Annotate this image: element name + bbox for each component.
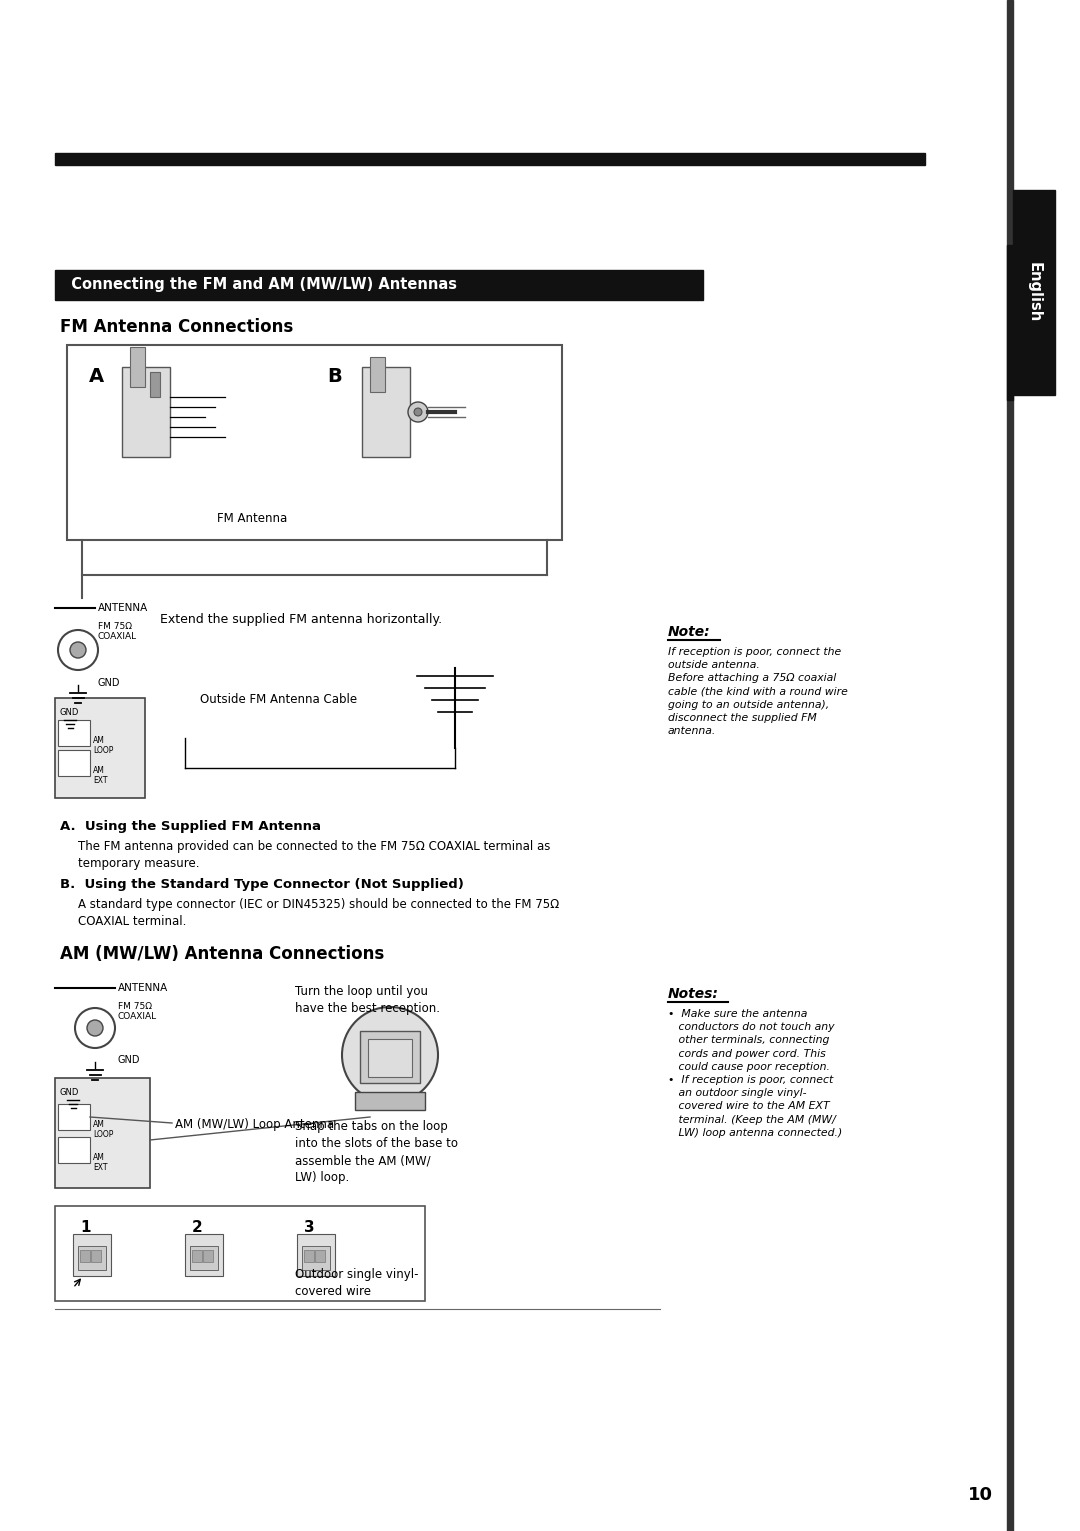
Text: Connecting the FM and AM (MW/LW) Antennas: Connecting the FM and AM (MW/LW) Antenna… bbox=[60, 277, 457, 292]
Bar bbox=[192, 1249, 202, 1262]
Bar bbox=[190, 1246, 218, 1271]
Bar bbox=[1007, 245, 1013, 400]
Text: AM
LOOP: AM LOOP bbox=[93, 1121, 113, 1139]
Text: GND: GND bbox=[59, 707, 79, 717]
Text: AM (MW/LW) Antenna Connections: AM (MW/LW) Antenna Connections bbox=[60, 945, 384, 963]
Bar bbox=[203, 1249, 213, 1262]
Text: AM (MW/LW) Loop Antenna: AM (MW/LW) Loop Antenna bbox=[175, 1118, 334, 1131]
Circle shape bbox=[87, 1020, 103, 1036]
Text: A: A bbox=[89, 367, 104, 386]
Bar bbox=[55, 153, 924, 165]
Text: 10: 10 bbox=[968, 1487, 993, 1503]
Text: Notes:: Notes: bbox=[669, 987, 719, 1001]
Text: ANTENNA: ANTENNA bbox=[118, 983, 168, 994]
Text: Note:: Note: bbox=[669, 625, 711, 638]
Bar bbox=[80, 1249, 90, 1262]
Bar bbox=[185, 1234, 222, 1275]
Text: ANTENNA: ANTENNA bbox=[98, 603, 148, 612]
Bar bbox=[1013, 190, 1055, 395]
Text: The FM antenna provided can be connected to the FM 75Ω COAXIAL terminal as
tempo: The FM antenna provided can be connected… bbox=[78, 841, 551, 870]
Bar bbox=[303, 1249, 314, 1262]
Text: 3: 3 bbox=[303, 1220, 314, 1236]
Text: FM Antenna Connections: FM Antenna Connections bbox=[60, 318, 294, 335]
Text: GND: GND bbox=[118, 1055, 140, 1066]
Bar bbox=[355, 1092, 426, 1110]
Bar bbox=[302, 1246, 330, 1271]
Text: AM
LOOP: AM LOOP bbox=[93, 736, 113, 755]
Bar bbox=[55, 698, 145, 798]
Text: 1: 1 bbox=[80, 1220, 91, 1236]
Text: GND: GND bbox=[59, 1089, 79, 1098]
Bar bbox=[58, 1104, 90, 1130]
Bar bbox=[315, 1249, 325, 1262]
Text: AM
EXT: AM EXT bbox=[93, 1153, 108, 1173]
Text: FM Antenna: FM Antenna bbox=[217, 511, 287, 525]
Bar bbox=[58, 1138, 90, 1164]
Bar bbox=[91, 1249, 102, 1262]
Bar bbox=[130, 348, 145, 387]
Text: Outside FM Antenna Cable: Outside FM Antenna Cable bbox=[200, 694, 357, 706]
Bar bbox=[362, 367, 410, 456]
Bar bbox=[122, 367, 170, 456]
Text: Extend the supplied FM antenna horizontally.: Extend the supplied FM antenna horizonta… bbox=[160, 612, 442, 626]
Circle shape bbox=[342, 1007, 438, 1102]
Text: English: English bbox=[1026, 262, 1041, 323]
Bar bbox=[78, 1246, 106, 1271]
Text: If reception is poor, connect the
outside antenna.
Before attaching a 75Ω coaxia: If reception is poor, connect the outsid… bbox=[669, 648, 848, 736]
Text: A standard type connector (IEC or DIN45325) should be connected to the FM 75Ω
CO: A standard type connector (IEC or DIN453… bbox=[78, 899, 559, 928]
Bar bbox=[55, 1078, 150, 1188]
Text: B.  Using the Standard Type Connector (Not Supplied): B. Using the Standard Type Connector (No… bbox=[60, 877, 464, 891]
Text: 2: 2 bbox=[192, 1220, 203, 1236]
Bar bbox=[73, 1234, 111, 1275]
Circle shape bbox=[70, 641, 86, 658]
Text: FM 75Ω
COAXIAL: FM 75Ω COAXIAL bbox=[118, 1001, 157, 1021]
Text: A.  Using the Supplied FM Antenna: A. Using the Supplied FM Antenna bbox=[60, 821, 321, 833]
Bar bbox=[58, 750, 90, 776]
Text: FM 75Ω
COAXIAL: FM 75Ω COAXIAL bbox=[98, 622, 137, 641]
Bar bbox=[55, 1206, 426, 1301]
Bar bbox=[150, 372, 160, 397]
Text: Snap the tabs on the loop
into the slots of the base to
assemble the AM (MW/
LW): Snap the tabs on the loop into the slots… bbox=[295, 1121, 458, 1183]
Circle shape bbox=[408, 403, 428, 423]
Bar bbox=[297, 1234, 335, 1275]
Bar bbox=[55, 269, 703, 300]
Bar bbox=[58, 720, 90, 746]
Bar bbox=[368, 1040, 411, 1076]
Circle shape bbox=[414, 407, 422, 416]
Bar bbox=[1007, 0, 1013, 1531]
Text: GND: GND bbox=[98, 678, 121, 687]
Bar bbox=[370, 357, 384, 392]
Text: AM
EXT: AM EXT bbox=[93, 766, 108, 785]
Text: •  Make sure the antenna
   conductors do not touch any
   other terminals, conn: • Make sure the antenna conductors do no… bbox=[669, 1009, 842, 1138]
Bar bbox=[67, 344, 562, 540]
Bar bbox=[360, 1030, 420, 1082]
Circle shape bbox=[75, 1007, 114, 1049]
Text: Outdoor single vinyl-
covered wire: Outdoor single vinyl- covered wire bbox=[295, 1268, 419, 1298]
Text: B: B bbox=[327, 367, 341, 386]
Text: Turn the loop until you
have the best reception.: Turn the loop until you have the best re… bbox=[295, 984, 440, 1015]
Circle shape bbox=[58, 629, 98, 671]
